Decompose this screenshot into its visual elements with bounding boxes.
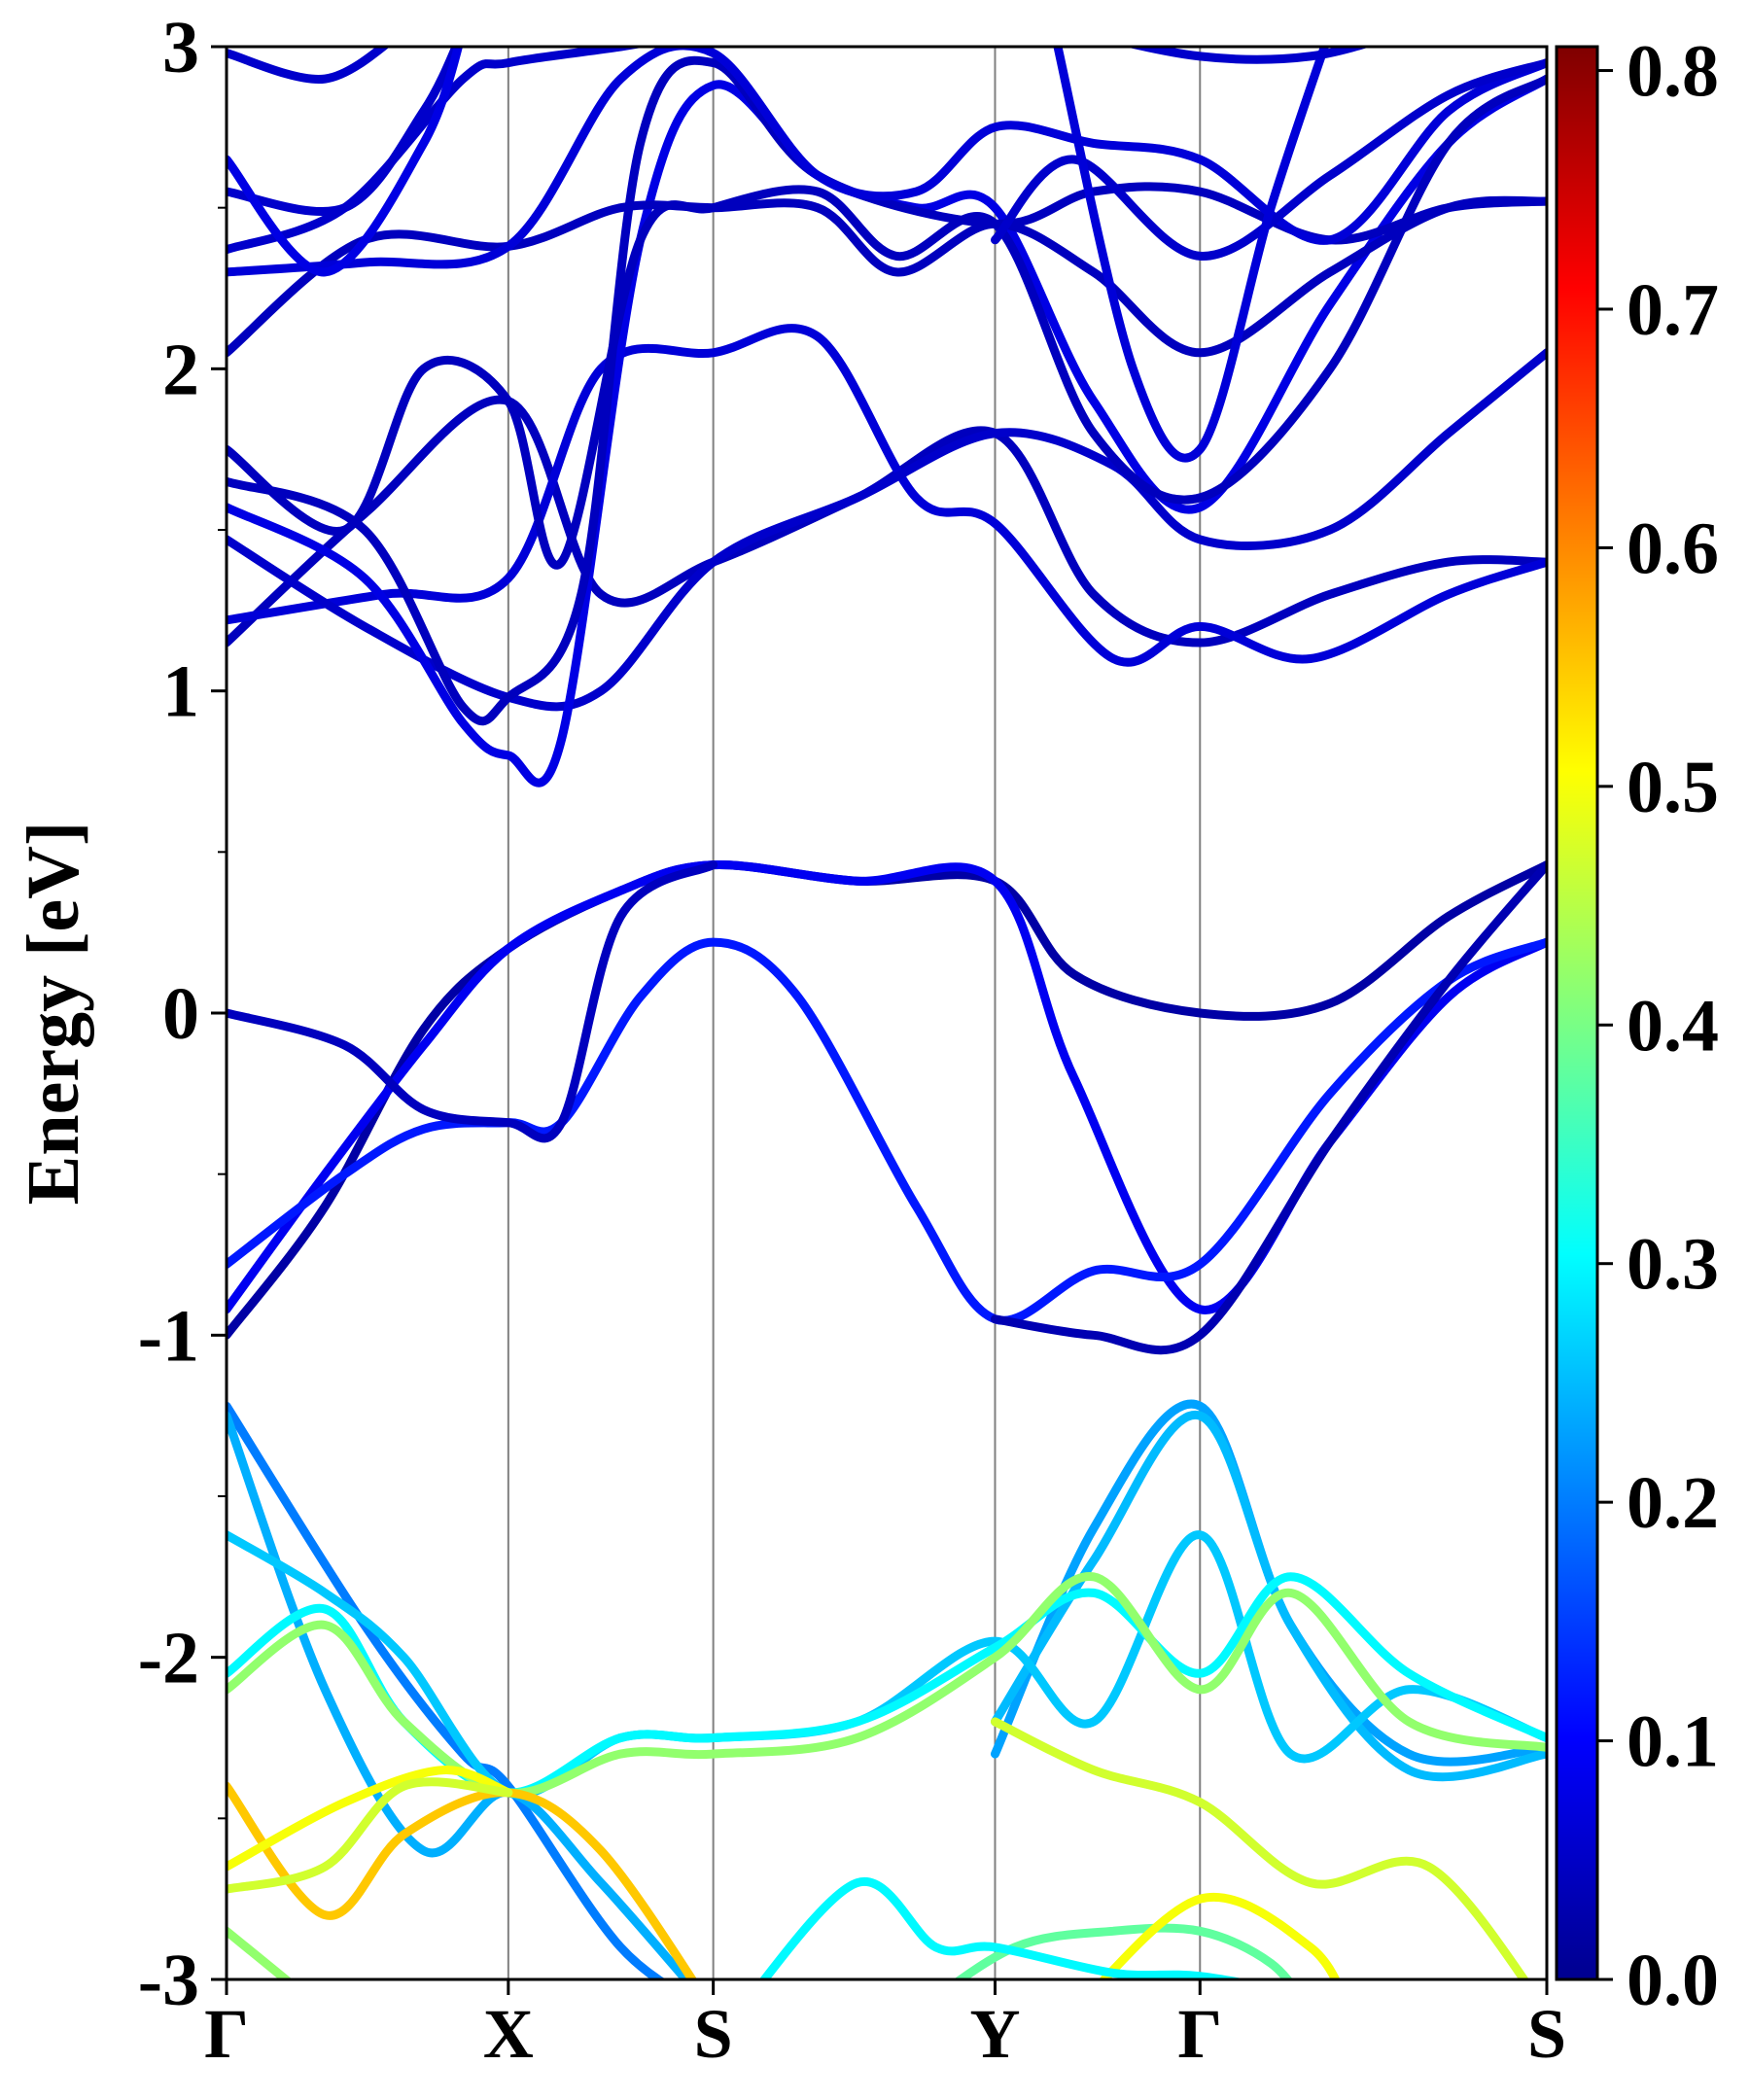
colorbar-tick-label: 0.8 <box>1627 31 1719 113</box>
band-line-vb3 <box>227 1411 692 1979</box>
colorbar-tick-label: 0.0 <box>1627 1940 1719 2021</box>
band-lines <box>227 47 1547 1979</box>
x-tick-label: S <box>1527 1995 1566 2073</box>
colorbar-tick-label: 0.5 <box>1627 747 1719 828</box>
band-line-vb8 <box>227 1781 698 1979</box>
y-tick-label: -1 <box>138 1295 199 1377</box>
x-tick-label: Γ <box>204 1995 249 2073</box>
band-line-b11 <box>227 74 1547 570</box>
colorbar-tick-label: 0.6 <box>1627 508 1719 589</box>
band-line-b8 <box>227 348 1547 712</box>
band-line-vb11 <box>991 1717 1529 1979</box>
band-line-vb5 <box>227 1530 1547 1800</box>
band-line-b9 <box>227 74 1547 788</box>
band-line-b14 <box>227 47 648 255</box>
colorbar-tick-label: 0.4 <box>1627 985 1719 1067</box>
band-line-vb9 <box>227 1766 513 1872</box>
colorbar: 0.0 0.1 0.2 0.3 0.4 0.5 0.6 0.7 0.8 <box>1555 31 1719 2021</box>
band-line-b20 <box>1124 47 1372 64</box>
band-line-b12 <box>227 195 1547 358</box>
colorbar-tick-label: 0.3 <box>1627 1224 1719 1306</box>
y-axis: 3 2 1 0 -1 -2 -3 <box>138 7 227 2021</box>
y-axis-title: Energy [eV] <box>13 822 94 1206</box>
band-line-b13 <box>227 47 1547 277</box>
band-line-b17 <box>227 47 391 84</box>
x-tick-label: S <box>694 1995 733 2073</box>
y-tick-label: 1 <box>162 651 199 733</box>
x-tick-label: Y <box>969 1995 1020 2073</box>
colorbar-gradient <box>1555 45 1599 1981</box>
band-line-vb7 <box>227 1572 1547 1798</box>
band-line-vb10 <box>227 1777 513 1894</box>
band-line-vb13 <box>953 1923 1293 1979</box>
band-line-b16 <box>227 47 464 277</box>
band-line-vb15 <box>758 1876 1249 1979</box>
band-line-vb14 <box>1098 1892 1341 1979</box>
band-line-cb4 <box>227 860 718 1143</box>
band-line-b19 <box>1053 47 1330 463</box>
colorbar-tick-label: 0.7 <box>1627 269 1719 351</box>
band-line-b7 <box>227 324 1547 667</box>
band-line-b15 <box>227 47 461 216</box>
band-line-b18 <box>991 58 1547 261</box>
y-tick-label: -2 <box>138 1618 199 1699</box>
band-line-cb1 <box>227 859 1547 1340</box>
y-tick-label: 2 <box>162 329 199 410</box>
band-line-cb2 <box>227 859 1547 1314</box>
x-tick-label: Γ <box>1177 1995 1222 2073</box>
y-tick-label: 0 <box>162 973 199 1055</box>
x-tick-label: X <box>483 1995 534 2073</box>
y-tick-label: -3 <box>138 1940 199 2021</box>
y-tick-label: 3 <box>162 7 199 88</box>
colorbar-tick-label: 0.2 <box>1627 1462 1719 1544</box>
band-line-cb5 <box>991 860 1547 1355</box>
colorbar-tick-label: 0.1 <box>1627 1701 1719 1783</box>
band-line-vb12 <box>227 1926 293 1979</box>
